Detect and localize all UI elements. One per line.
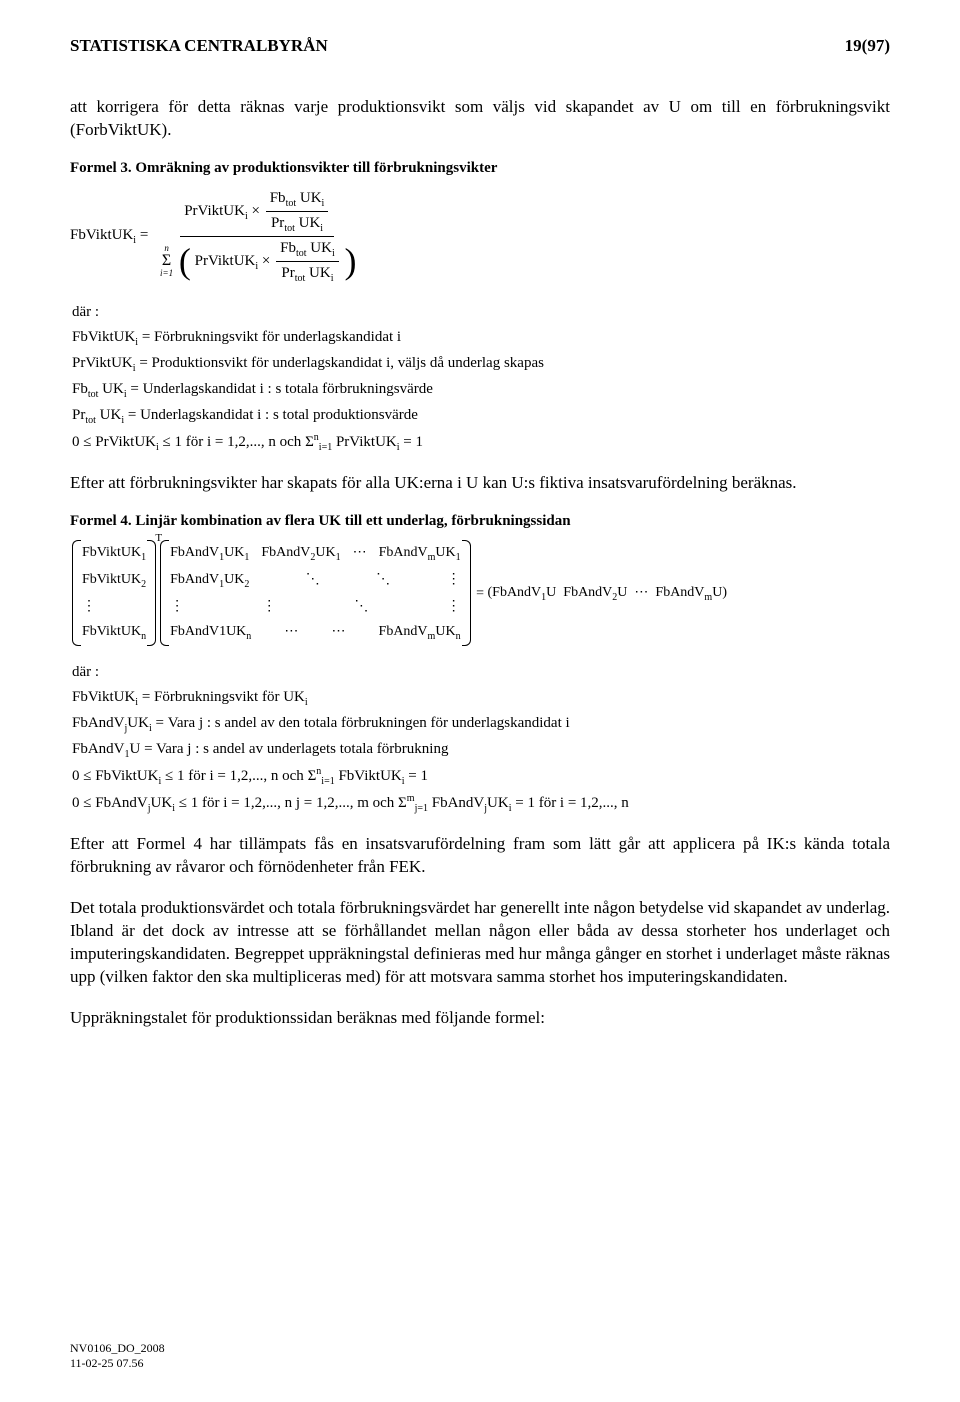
paragraph-3: Efter att Formel 4 har tillämpats fås en… (70, 833, 890, 879)
page-footer: NV0106_DO_2008 11-02-25 07.56 (70, 1341, 165, 1372)
f4-matrix: FbAndV1UK1 FbAndV2UK1 ⋯ FbAndVmUK1 FbAnd… (160, 540, 471, 645)
f4-fbandv-def-text: Vara j : s andel av den totala förbrukni… (168, 715, 570, 731)
f3-prv-2: PrViktUK (195, 253, 256, 269)
formula4-title: Formel 4. Linjär kombination av flera UK… (70, 513, 890, 530)
page-number: 19(97) (845, 36, 890, 56)
f3-where: där : (72, 300, 890, 326)
f3-prv-1: PrViktUK (184, 203, 245, 219)
f4-b1-tail: ≤ 1 för i = 1,2,..., n och (161, 768, 307, 784)
f4-b2-head: 0 ≤ FbAndV (72, 795, 148, 811)
f3-bounds-tail: ≤ 1 för i = 1,2,..., n och (159, 434, 305, 450)
f4-b1-head: 0 ≤ FbViktUK (72, 768, 159, 784)
formula4-equation: FbViktUK1 FbViktUK2 ⋮ FbViktUKn T FbAndV… (70, 540, 890, 645)
f4-fbandvu-def: FbAndV1U = Vara j : s andel av underlage… (72, 737, 890, 763)
f3-fbtot-def-text: Underlagskandidat i : s totala förbrukni… (143, 381, 433, 397)
f3-num: PrViktUKi × Fbtot UKi Prtot UKi (180, 187, 334, 237)
f3-prtot-1: Pr (271, 215, 284, 231)
f4-b2-mid: ≤ 1 för i = 1,2,..., n j = 1,2,..., m oc… (175, 795, 398, 811)
f3-fbtot-1: Fb (270, 190, 286, 206)
f3-bounds-head: 0 ≤ PrViktUK (72, 434, 156, 450)
f3-prtot-2: Pr (281, 265, 294, 281)
page: STATISTISKA CENTRALBYRÅN 19(97) att korr… (0, 0, 960, 1402)
footer-date: 11-02-25 07.56 (70, 1356, 165, 1372)
f3-prviktuk-def: PrViktUKi = Produktionsvikt för underlag… (72, 351, 890, 377)
f4-fbandv-def: FbAndVjUKi = Vara j : s andel av den tot… (72, 711, 890, 737)
f4-where: där : (72, 660, 890, 686)
f3-fbviktuk-def-text: Förbrukningsvikt för underlagskandidat i (154, 329, 401, 345)
f4-equals: = (473, 583, 488, 604)
f3-prtot-def-text: Underlagskandidat i : s total produktion… (140, 407, 418, 423)
paragraph-2: Efter att förbrukningsvikter har skapats… (70, 472, 890, 495)
f3-prviktuk-def-text: Produktionsvikt för underlagskandidat i,… (152, 355, 544, 371)
f3-fbviktuk-def: FbViktUKi = Förbrukningsvikt för underla… (72, 325, 890, 351)
f3-den: nΣi=1 ( PrViktUKi × Fbtot UKi Prtot UKi … (154, 237, 360, 286)
paragraph-5: Uppräkningstalet för produktionssidan be… (70, 1007, 890, 1030)
f4-result: (FbAndV1U FbAndV2U ⋯ FbAndVmU) (488, 582, 727, 605)
formula3-title: Formel 3. Omräkning av produktionsvikter… (70, 160, 890, 177)
f4-vector: FbViktUK1 FbViktUK2 ⋮ FbViktUKn (72, 540, 156, 645)
f3-lhs: FbViktUKi = (70, 224, 152, 248)
f3-fbtot-2: Fb (280, 240, 296, 256)
paragraph-4: Det totala produktionsvärdet och totala … (70, 897, 890, 989)
f4-fbandvu-def-text: Vara j : s andel av underlagets totala f… (156, 741, 448, 757)
f3-sum-eq: = 1 (400, 434, 423, 450)
f4-bounds2: 0 ≤ FbAndVjUKi ≤ 1 för i = 1,2,..., n j … (72, 790, 890, 817)
paragraph-1: att korrigera för detta räknas varje pro… (70, 96, 890, 142)
f3-outer-frac: PrViktUKi × Fbtot UKi Prtot UKi nΣi=1 ( … (154, 187, 360, 286)
f4-b2-tail: = 1 för i = 1,2,..., n (511, 795, 628, 811)
f4-fbviktuk-def: FbViktUKi = Förbrukningsvikt för UKi (72, 685, 890, 711)
f4-fbviktuk-def-text: Förbrukningsvikt för UK (154, 689, 305, 705)
f4-bounds1: 0 ≤ FbViktUKi ≤ 1 för i = 1,2,..., n och… (72, 763, 890, 790)
org-name: STATISTISKA CENTRALBYRÅN (70, 36, 328, 56)
footer-code: NV0106_DO_2008 (70, 1341, 165, 1357)
page-header: STATISTISKA CENTRALBYRÅN 19(97) (70, 36, 890, 56)
f3-prtot-def: Prtot UKi = Underlagskandidat i : s tota… (72, 403, 890, 429)
f3-fbtot-def: Fbtot UKi = Underlagskandidat i : s tota… (72, 377, 890, 403)
f3-bounds: 0 ≤ PrViktUKi ≤ 1 för i = 1,2,..., n och… (72, 429, 890, 456)
f3-lhs-sym: FbViktUK (70, 227, 133, 243)
formula3-equation: FbViktUKi = PrViktUKi × Fbtot UKi Prtot … (70, 187, 890, 286)
